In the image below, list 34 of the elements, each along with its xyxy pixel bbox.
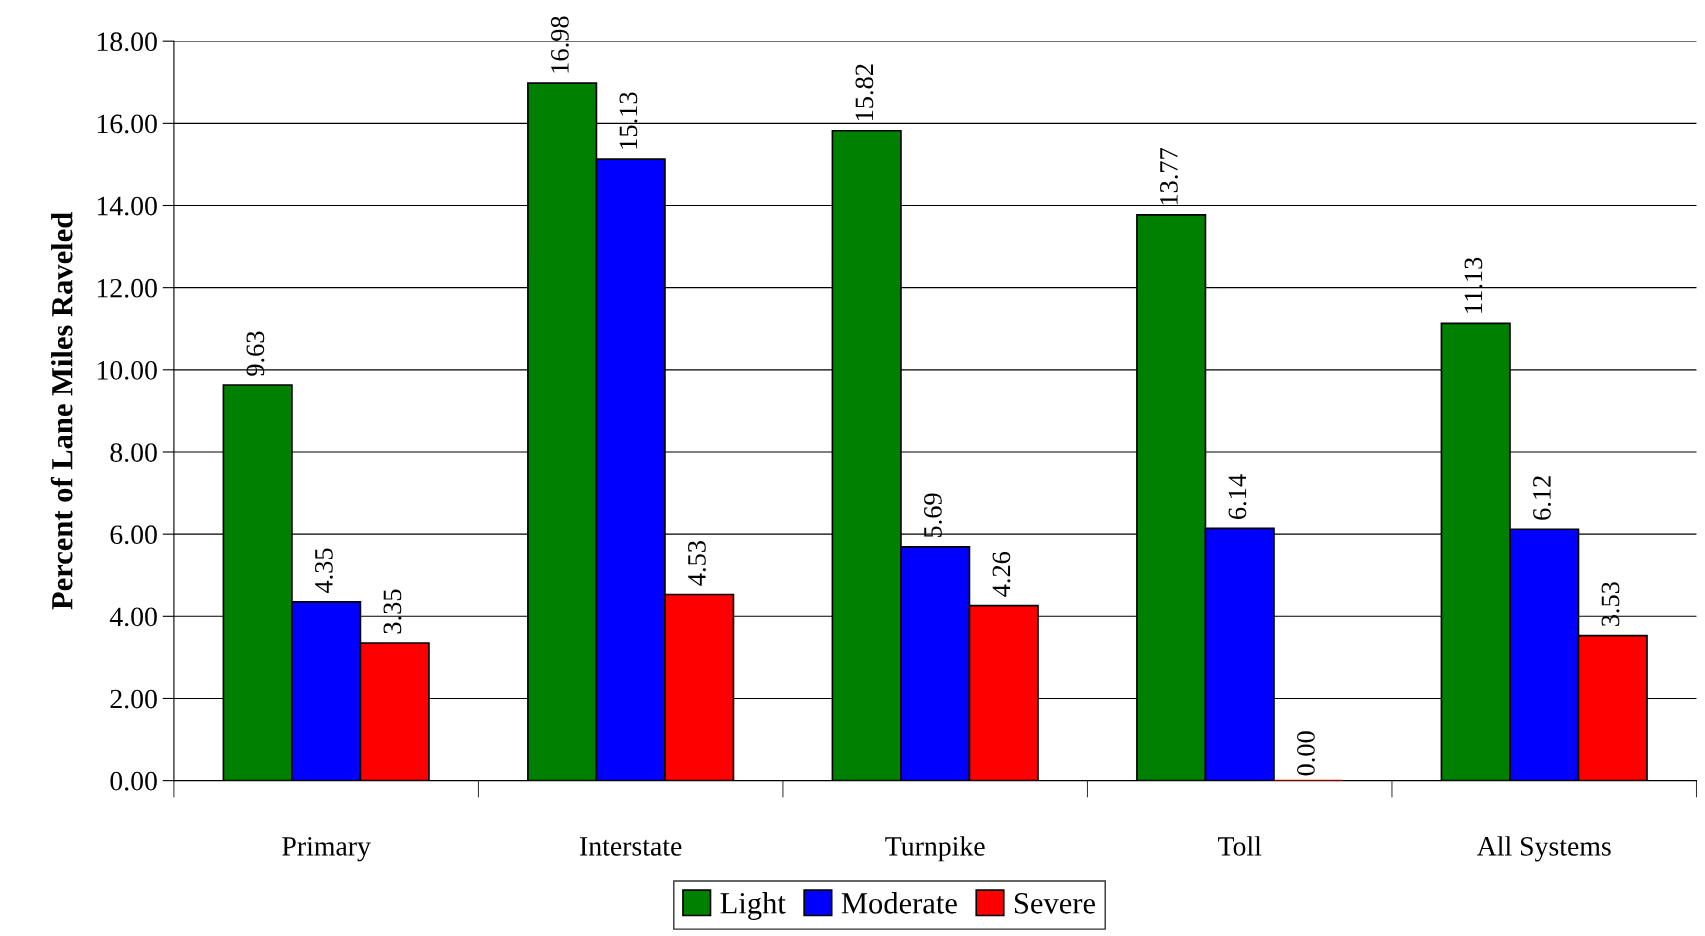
data-label: 9.63 xyxy=(246,331,265,376)
x-tick-label: Interstate xyxy=(580,837,682,856)
x-tick-label: Primary xyxy=(282,836,371,862)
data-label: 6.12 xyxy=(1533,476,1551,520)
legend-label: Moderate xyxy=(841,892,957,914)
x-tick-label: All Systems xyxy=(1476,836,1611,862)
data-label: 16.98 xyxy=(550,16,569,73)
y-tick-label: 14.00 xyxy=(97,196,157,216)
data-label: 15.13 xyxy=(619,92,638,149)
y-tick-label: 0.00 xyxy=(110,771,157,791)
data-label: 11.13 xyxy=(1464,257,1483,313)
data-label: 0.00 xyxy=(1297,731,1315,776)
legend-label: Light xyxy=(720,892,786,920)
data-label: 4.35 xyxy=(315,548,333,594)
y-tick-label: 18.00 xyxy=(97,32,157,52)
y-tick-label: 10.00 xyxy=(97,360,157,380)
data-label: 13.77 xyxy=(1160,148,1178,205)
y-tick-label: 16.00 xyxy=(97,114,157,134)
y-tick-label: 6.00 xyxy=(110,525,157,545)
y-axis-title: Percent of Lane Miles Raveled xyxy=(50,212,73,610)
data-label: 4.53 xyxy=(688,541,706,586)
data-label: 3.53 xyxy=(1601,582,1620,627)
data-label: 5.69 xyxy=(924,493,942,538)
data-label: 15.82 xyxy=(855,64,874,121)
x-tick-label: Turnpike xyxy=(885,836,985,862)
y-tick-label: 12.00 xyxy=(97,278,157,298)
y-tick-label: 2.00 xyxy=(110,689,157,709)
y-tick-label: 8.00 xyxy=(110,443,157,463)
x-tick-label: Toll xyxy=(1218,836,1262,856)
legend-label: Severe xyxy=(1014,893,1095,914)
data-label: 4.26 xyxy=(992,551,1011,597)
y-tick-label: 4.00 xyxy=(109,607,157,627)
data-label: 3.35 xyxy=(383,589,402,634)
data-label: 6.14 xyxy=(1228,474,1247,519)
